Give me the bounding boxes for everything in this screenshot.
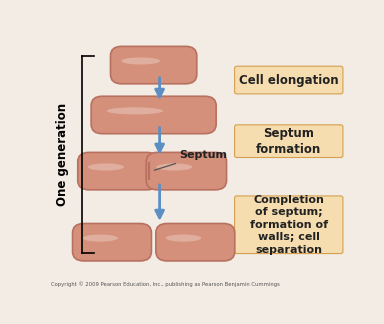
Text: One generation: One generation [56, 103, 70, 206]
FancyBboxPatch shape [91, 96, 216, 134]
FancyBboxPatch shape [73, 224, 151, 261]
Ellipse shape [121, 57, 160, 64]
FancyBboxPatch shape [235, 196, 343, 254]
FancyBboxPatch shape [78, 152, 158, 190]
Ellipse shape [166, 235, 201, 242]
FancyBboxPatch shape [235, 125, 343, 157]
Text: Septum
formation: Septum formation [256, 127, 321, 156]
Text: Copyright © 2009 Pearson Education, Inc., publishing as Pearson Benjamin Cumming: Copyright © 2009 Pearson Education, Inc.… [51, 282, 280, 287]
Ellipse shape [156, 163, 192, 170]
FancyBboxPatch shape [156, 224, 235, 261]
Text: Completion
of septum;
formation of
walls; cell
separation: Completion of septum; formation of walls… [250, 195, 328, 255]
FancyBboxPatch shape [146, 152, 227, 190]
Ellipse shape [88, 163, 124, 170]
Text: Septum: Septum [154, 150, 227, 170]
Ellipse shape [83, 235, 118, 242]
Ellipse shape [107, 107, 163, 114]
FancyBboxPatch shape [235, 66, 343, 94]
FancyBboxPatch shape [111, 46, 197, 84]
Text: Cell elongation: Cell elongation [239, 74, 339, 87]
